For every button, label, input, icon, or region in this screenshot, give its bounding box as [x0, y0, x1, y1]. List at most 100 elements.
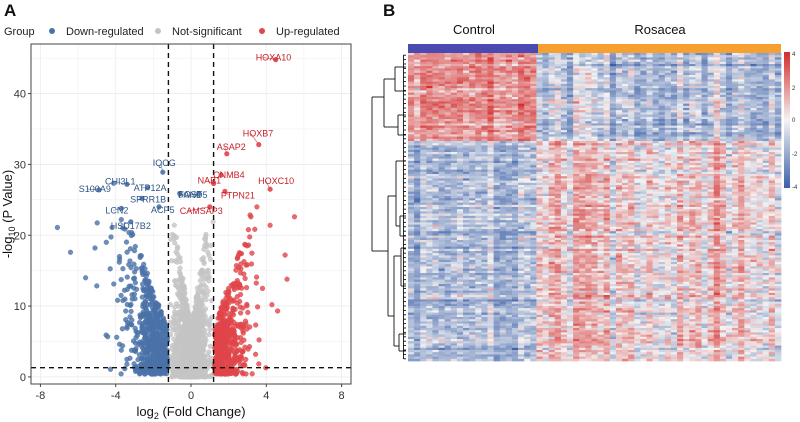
- heatmap-cell: [530, 68, 537, 71]
- heatmap-cell: [560, 92, 568, 96]
- heatmap-cell: [414, 81, 421, 85]
- heatmap-cell: [548, 110, 556, 113]
- heatmap-cell: [677, 75, 684, 78]
- y-tick-label: 40: [14, 89, 26, 101]
- heatmap-cell: [456, 127, 464, 131]
- heatmap-cell: [579, 90, 586, 93]
- heatmap-cell: [725, 86, 733, 89]
- point-not-significant: [197, 333, 204, 339]
- heatmap-cell: [493, 99, 501, 102]
- heatmap-cell: [762, 94, 770, 98]
- heatmap-cell: [505, 57, 513, 60]
- heatmap-cell: [499, 105, 507, 109]
- heatmap-cell: [634, 88, 641, 91]
- heatmap-cell: [591, 101, 598, 104]
- heatmap-cell: [524, 132, 531, 135]
- heatmap-cell: [456, 105, 464, 109]
- heatmap-cell: [652, 103, 660, 107]
- heatmap-cell: [750, 57, 757, 60]
- heatmap-cell: [579, 116, 586, 120]
- heatmap-cell: [591, 55, 598, 58]
- point-down-regulated: [137, 254, 143, 261]
- volcano-y-axis-title: -log10 (P Value): [0, 170, 17, 258]
- heatmap-cell: [585, 83, 592, 87]
- heatmap-cell: [652, 64, 660, 67]
- heatmap-cell: [456, 64, 464, 67]
- heatmap-cell: [518, 75, 525, 78]
- heatmap-cell: [719, 132, 727, 135]
- heatmap-cell: [450, 97, 458, 100]
- heatmap-cell: [683, 121, 690, 124]
- heatmap-cell: [444, 79, 452, 82]
- heatmap-cell: [774, 68, 782, 71]
- heatmap-cell: [640, 61, 647, 65]
- heatmap-cell: [554, 101, 562, 104]
- heatmap-cell: [542, 112, 549, 115]
- heatmap-cell: [768, 90, 776, 93]
- heatmap-cell: [426, 105, 433, 109]
- heatmap-cell: [579, 108, 586, 111]
- heatmap-cell: [744, 114, 751, 118]
- heatmap-cell: [420, 130, 427, 133]
- heatmap-cell: [438, 77, 446, 80]
- heatmap-cell: [505, 55, 513, 58]
- heatmap-cell: [591, 81, 598, 85]
- heatmap-cell: [597, 127, 605, 131]
- point-down-regulated: [129, 317, 135, 323]
- heatmap-cell: [609, 121, 617, 124]
- heatmap-cell: [768, 121, 776, 124]
- heatmap-cell: [493, 101, 501, 104]
- heatmap-cell: [719, 55, 727, 58]
- heatmap-cell: [511, 105, 519, 109]
- heatmap-cell: [628, 92, 635, 96]
- heatmap-cell: [414, 55, 421, 58]
- heatmap-cell: [420, 125, 427, 129]
- heatmap-cell: [579, 119, 586, 122]
- heatmap-cell: [438, 72, 446, 76]
- heatmap-cell: [420, 97, 427, 100]
- point-not-significant: [174, 346, 180, 352]
- heatmap-cell: [738, 57, 745, 60]
- heatmap-cell: [664, 83, 672, 87]
- heatmap-cell: [414, 90, 421, 93]
- heatmap-cell: [420, 110, 427, 113]
- heatmap-cell: [719, 66, 727, 69]
- heatmap-cell: [408, 94, 415, 98]
- heatmap-cell: [615, 121, 623, 124]
- heatmap-cell: [603, 108, 611, 111]
- heatmap-cell: [463, 83, 470, 87]
- heatmap-cell: [774, 83, 782, 87]
- heatmap-cell: [664, 66, 672, 69]
- heatmap-cell: [670, 83, 678, 87]
- heatmap-cell: [530, 75, 537, 78]
- heatmap-cell: [738, 83, 745, 87]
- heatmap-cell: [420, 103, 427, 107]
- heatmap-cell: [548, 108, 556, 111]
- heatmap-cell: [585, 123, 592, 126]
- heatmap-cell: [683, 101, 690, 104]
- heatmap-cell: [548, 75, 556, 78]
- heatmap-cell: [560, 75, 568, 78]
- point-not-significant: [185, 373, 191, 379]
- heatmap-cell: [463, 99, 470, 102]
- heatmap-cell: [628, 110, 635, 113]
- heatmap-cell: [444, 57, 452, 60]
- heatmap-cell: [756, 61, 763, 65]
- heatmap-cell: [670, 108, 678, 111]
- heatmap-cell: [652, 130, 660, 133]
- heatmap-cell: [683, 83, 690, 87]
- heatmap-cell: [493, 92, 501, 96]
- heatmap-cell: [670, 130, 678, 133]
- heatmap-cell: [463, 68, 470, 71]
- heatmap-cell: [511, 103, 519, 107]
- heatmap-cell: [664, 88, 672, 91]
- heatmap-cell: [756, 125, 763, 129]
- heatmap-cell: [548, 55, 556, 58]
- heatmap-cell: [707, 61, 715, 65]
- heatmap-cell: [762, 114, 770, 118]
- heatmap-cell: [432, 108, 439, 111]
- heatmap-cell: [438, 119, 446, 122]
- heatmap-cell: [615, 92, 623, 96]
- heatmap-cell: [683, 112, 690, 115]
- heatmap-cell: [463, 66, 470, 69]
